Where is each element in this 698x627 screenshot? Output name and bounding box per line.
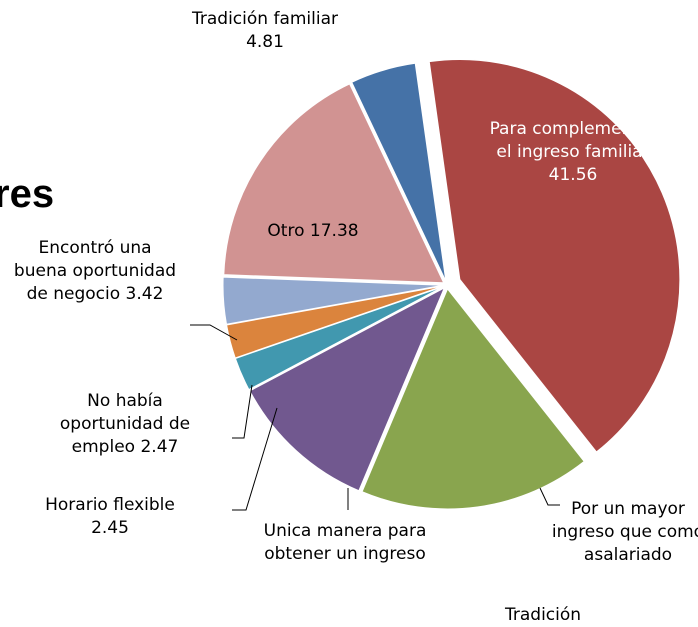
annotation: Tradición xyxy=(505,605,582,625)
pie-slice xyxy=(428,59,681,453)
slice-label: Tradición familiar 4.81 xyxy=(190,8,340,54)
slice-category: Horario flexible xyxy=(45,495,175,515)
slice-value: 2.45 xyxy=(91,518,129,538)
slice-label: Unica manera para obtener un ingreso xyxy=(250,520,440,566)
pie-slice xyxy=(234,286,444,391)
slice-category: Otro xyxy=(267,221,305,241)
slice-value: 41.56 xyxy=(548,165,598,185)
slice-value: 3.42 xyxy=(125,284,164,304)
pie-slice xyxy=(249,286,446,492)
slice-category: Unica manera para obtener un ingreso xyxy=(263,521,427,564)
slice-label: Horario flexible 2.45 xyxy=(30,494,190,540)
slice-value: 2.47 xyxy=(140,437,179,457)
slice-value: 4.81 xyxy=(246,32,284,52)
slice-label: Para complementar el ingreso familiar 41… xyxy=(488,118,658,187)
pie-slice xyxy=(222,276,444,325)
slice-category: Encontró una buena oportunidad de negoci… xyxy=(13,238,177,304)
slice-category: Por un mayor ingreso que como asalariado xyxy=(551,499,698,565)
pie-slice xyxy=(223,83,445,284)
leader-line xyxy=(190,324,238,341)
slice-label: Por un mayor ingreso que como asalariado xyxy=(548,498,698,567)
slice-value: 17.38 xyxy=(309,221,359,241)
pie-slice xyxy=(361,287,585,510)
chart-title: res xyxy=(0,172,55,216)
slice-label: No había oportunidad de empleo 2.47 xyxy=(40,390,210,459)
slice-label: Encontró una buena oportunidad de negoci… xyxy=(10,237,180,306)
slice-label: Otro 17.38 xyxy=(238,220,388,243)
leader-line xyxy=(232,407,278,511)
leader-line xyxy=(232,384,253,439)
slice-category: Para complementar el ingreso familiar xyxy=(489,119,657,162)
pie-slice xyxy=(351,62,447,282)
slice-category: No había oportunidad de empleo xyxy=(59,391,191,457)
leader-line xyxy=(539,487,560,506)
slice-category: Tradición familiar xyxy=(192,9,338,29)
pie-slice xyxy=(226,285,444,359)
